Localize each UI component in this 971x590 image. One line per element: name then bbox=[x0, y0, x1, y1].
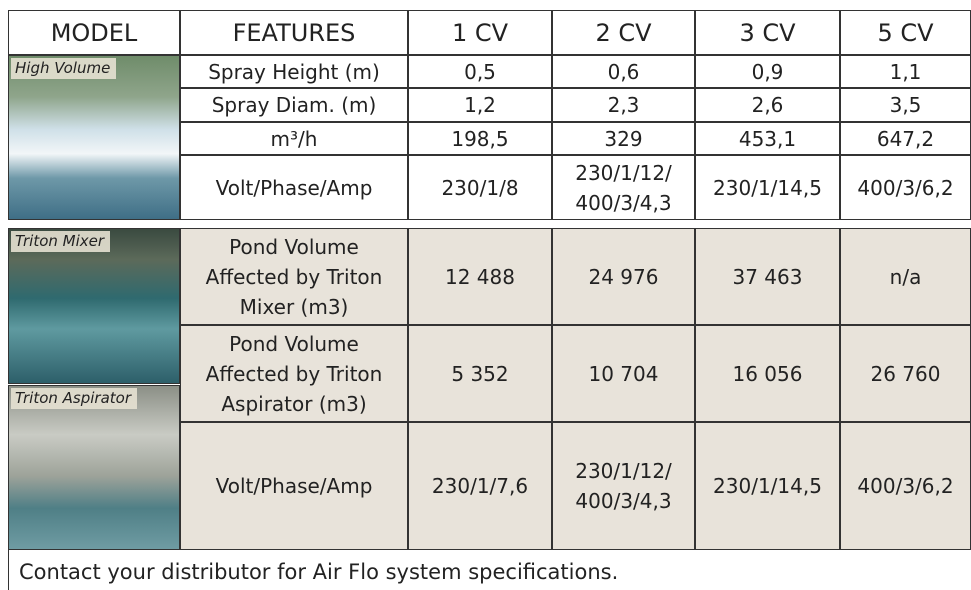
cell-text: MODEL bbox=[51, 15, 138, 51]
cell-text: 24 976 bbox=[589, 262, 659, 292]
header-cell: 1 CV bbox=[408, 10, 552, 55]
table-cell: 647,2 bbox=[840, 122, 971, 155]
table-cell: 230/1/12/400/3/4,3 bbox=[552, 422, 695, 550]
table-cell: n/a bbox=[840, 228, 971, 325]
table-cell: Volt/Phase/Amp bbox=[180, 422, 408, 550]
cell-text: 0,6 bbox=[608, 57, 640, 87]
table-cell: 400/3/6,2 bbox=[840, 155, 971, 220]
cell-text: 26 760 bbox=[871, 359, 941, 389]
triton-aspirator-photo: Triton Aspirator bbox=[8, 385, 180, 550]
image-label: High Volume bbox=[11, 58, 116, 79]
header-cell: 2 CV bbox=[552, 10, 695, 55]
cell-text: 12 488 bbox=[445, 262, 515, 292]
cell-text: 2 CV bbox=[595, 15, 651, 51]
footer-note: Contact your distributor for Air Flo sys… bbox=[8, 550, 971, 590]
table-cell: Volt/Phase/Amp bbox=[180, 155, 408, 220]
table-cell: 230/1/8 bbox=[408, 155, 552, 220]
cell-text: 3,5 bbox=[890, 90, 922, 120]
table-cell: 230/1/12/400/3/4,3 bbox=[552, 155, 695, 220]
cell-text: 400/3/6,2 bbox=[857, 173, 953, 203]
cell-text: 230/1/8 bbox=[441, 173, 518, 203]
cell-text: n/a bbox=[890, 262, 922, 292]
cell-text: 2,3 bbox=[608, 90, 640, 120]
cell-text: Spray Diam. (m) bbox=[212, 90, 377, 120]
table-cell: 453,1 bbox=[695, 122, 840, 155]
table-cell: 1,2 bbox=[408, 88, 552, 122]
cell-text: 400/3/4,3 bbox=[575, 188, 671, 218]
cell-text: 230/1/12/ bbox=[575, 158, 672, 188]
table-cell: 198,5 bbox=[408, 122, 552, 155]
table-cell: 37 463 bbox=[695, 228, 840, 325]
table-cell: 1,1 bbox=[840, 55, 971, 88]
table-cell: 0,9 bbox=[695, 55, 840, 88]
cell-text: FEATURES bbox=[233, 15, 356, 51]
table-cell: 230/1/14,5 bbox=[695, 422, 840, 550]
page: High Volume Triton Mixer Triton Aspirato… bbox=[0, 0, 971, 590]
cell-text: 1,2 bbox=[464, 90, 496, 120]
cell-text: 5 352 bbox=[451, 359, 508, 389]
cell-text: 230/1/14,5 bbox=[713, 173, 822, 203]
header-cell: 3 CV bbox=[695, 10, 840, 55]
cell-text: 329 bbox=[604, 124, 642, 154]
table-cell: Spray Height (m) bbox=[180, 55, 408, 88]
cell-text: 0,9 bbox=[752, 57, 784, 87]
table-cell: 230/1/7,6 bbox=[408, 422, 552, 550]
cell-text: 5 CV bbox=[877, 15, 933, 51]
table-cell: 5 352 bbox=[408, 325, 552, 422]
cell-text: 230/1/14,5 bbox=[713, 471, 822, 501]
cell-text: Volt/Phase/Amp bbox=[216, 471, 373, 501]
table-cell: 0,5 bbox=[408, 55, 552, 88]
triton-mixer-photo: Triton Mixer bbox=[8, 228, 180, 384]
table-cell: Spray Diam. (m) bbox=[180, 88, 408, 122]
image-label: Triton Mixer bbox=[11, 231, 110, 252]
cell-text: 198,5 bbox=[451, 124, 508, 154]
cell-text: m³/h bbox=[271, 124, 318, 154]
cell-text: 37 463 bbox=[733, 262, 803, 292]
cell-text: 453,1 bbox=[739, 124, 796, 154]
high-volume-photo: High Volume bbox=[8, 55, 180, 220]
cell-text: Volt/Phase/Amp bbox=[216, 173, 373, 203]
cell-text: 3 CV bbox=[739, 15, 795, 51]
cell-text: 2,6 bbox=[752, 90, 784, 120]
cell-text: 1 CV bbox=[452, 15, 508, 51]
table-cell: 329 bbox=[552, 122, 695, 155]
cell-text: 16 056 bbox=[733, 359, 803, 389]
table-cell: 26 760 bbox=[840, 325, 971, 422]
cell-text: 230/1/12/ bbox=[575, 456, 672, 486]
table-cell: 12 488 bbox=[408, 228, 552, 325]
cell-text: Mixer (m3) bbox=[240, 292, 349, 322]
table-cell: 2,6 bbox=[695, 88, 840, 122]
table-cell: 400/3/6,2 bbox=[840, 422, 971, 550]
cell-text: 647,2 bbox=[877, 124, 934, 154]
table-cell: 3,5 bbox=[840, 88, 971, 122]
cell-text: 230/1/7,6 bbox=[432, 471, 528, 501]
cell-text: 0,5 bbox=[464, 57, 496, 87]
cell-text: Affected by Triton bbox=[206, 262, 383, 292]
cell-text: Pond Volume bbox=[229, 329, 359, 359]
header-cell: 5 CV bbox=[840, 10, 971, 55]
header-cell: FEATURES bbox=[180, 10, 408, 55]
table-cell: 230/1/14,5 bbox=[695, 155, 840, 220]
table-cell: 24 976 bbox=[552, 228, 695, 325]
table-cell: 10 704 bbox=[552, 325, 695, 422]
header-cell: MODEL bbox=[8, 10, 180, 55]
table-cell: 0,6 bbox=[552, 55, 695, 88]
table-cell: 2,3 bbox=[552, 88, 695, 122]
table-cell: m³/h bbox=[180, 122, 408, 155]
image-label: Triton Aspirator bbox=[11, 388, 137, 409]
cell-text: Affected by Triton bbox=[206, 359, 383, 389]
cell-text: 10 704 bbox=[589, 359, 659, 389]
cell-text: 400/3/4,3 bbox=[575, 486, 671, 516]
cell-text: Spray Height (m) bbox=[208, 57, 380, 87]
cell-text: Aspirator (m3) bbox=[221, 389, 366, 419]
table-cell: 16 056 bbox=[695, 325, 840, 422]
cell-text: 400/3/6,2 bbox=[857, 471, 953, 501]
cell-text: 1,1 bbox=[890, 57, 922, 87]
cell-text: Pond Volume bbox=[229, 232, 359, 262]
